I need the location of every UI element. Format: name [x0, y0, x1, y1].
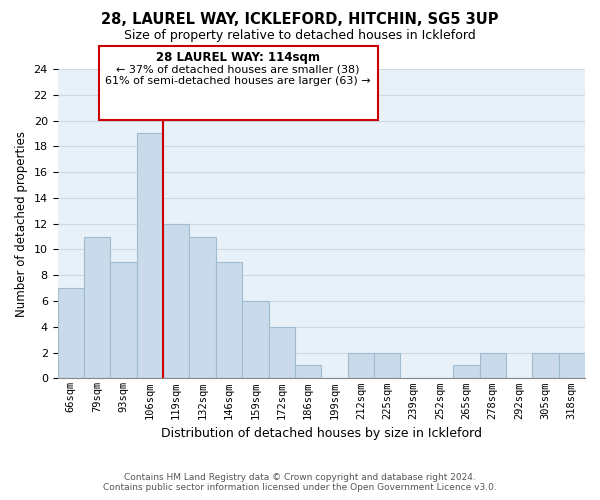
Text: 28, LAUREL WAY, ICKLEFORD, HITCHIN, SG5 3UP: 28, LAUREL WAY, ICKLEFORD, HITCHIN, SG5 …: [101, 12, 499, 28]
Text: Contains public sector information licensed under the Open Government Licence v3: Contains public sector information licen…: [103, 484, 497, 492]
Text: Contains HM Land Registry data © Crown copyright and database right 2024.: Contains HM Land Registry data © Crown c…: [124, 472, 476, 482]
Text: 28 LAUREL WAY: 114sqm: 28 LAUREL WAY: 114sqm: [156, 51, 320, 64]
Bar: [269, 327, 295, 378]
Bar: [242, 301, 269, 378]
Bar: [110, 262, 137, 378]
Bar: [295, 366, 321, 378]
Bar: [479, 352, 506, 378]
Y-axis label: Number of detached properties: Number of detached properties: [15, 130, 28, 316]
Bar: [58, 288, 84, 378]
Bar: [532, 352, 559, 378]
Bar: [190, 236, 216, 378]
Text: 61% of semi-detached houses are larger (63) →: 61% of semi-detached houses are larger (…: [106, 76, 371, 86]
X-axis label: Distribution of detached houses by size in Ickleford: Distribution of detached houses by size …: [161, 427, 482, 440]
Text: Size of property relative to detached houses in Ickleford: Size of property relative to detached ho…: [124, 29, 476, 42]
Bar: [137, 134, 163, 378]
Bar: [347, 352, 374, 378]
Bar: [559, 352, 585, 378]
Bar: [374, 352, 400, 378]
Bar: [216, 262, 242, 378]
Text: ← 37% of detached houses are smaller (38): ← 37% of detached houses are smaller (38…: [116, 65, 360, 75]
Bar: [453, 366, 479, 378]
Bar: [163, 224, 190, 378]
Bar: [84, 236, 110, 378]
